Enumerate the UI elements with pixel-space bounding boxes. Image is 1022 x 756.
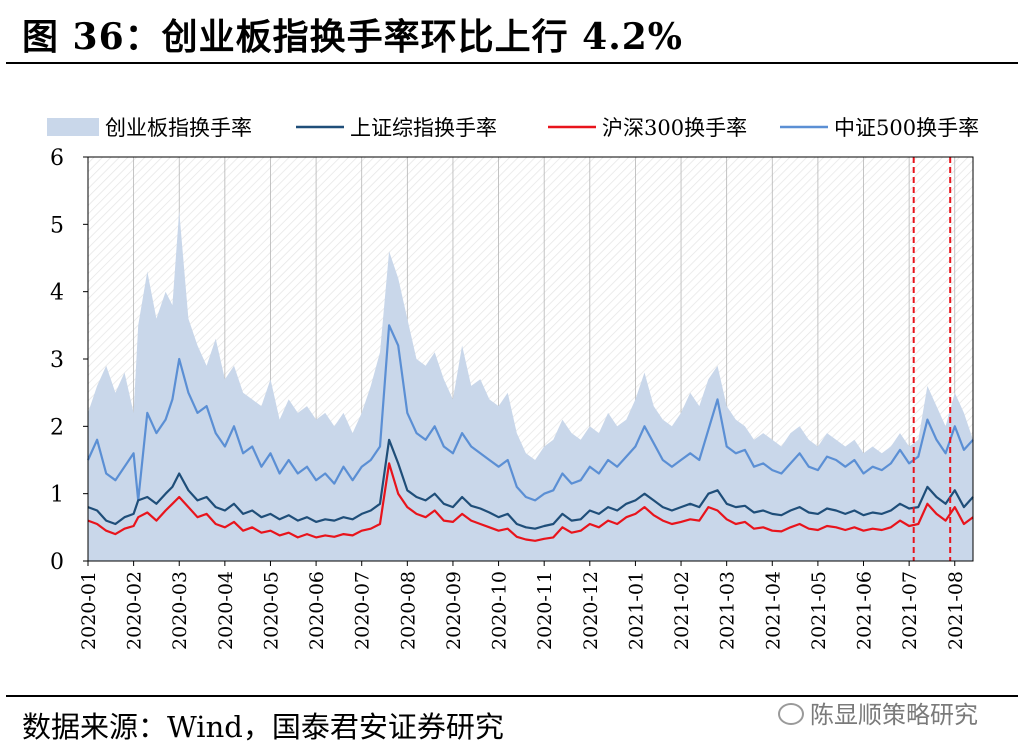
footer-divider — [6, 695, 1018, 697]
legend-swatch-area — [47, 118, 99, 136]
x-tick-label: 2020-01 — [78, 571, 100, 650]
y-tick-label: 6 — [50, 146, 64, 171]
legend-label: 上证综指换手率 — [350, 116, 497, 140]
x-tick-label: 2021-02 — [671, 571, 693, 650]
watermark-text: 陈显顺策略研究 — [810, 701, 978, 729]
x-tick-label: 2020-03 — [169, 571, 191, 650]
x-tick-label: 2020-08 — [397, 571, 419, 650]
y-tick-label: 2 — [50, 415, 64, 440]
y-tick-label: 4 — [50, 281, 64, 306]
x-tick-label: 2021-03 — [717, 571, 739, 650]
x-tick-label: 2021-08 — [945, 571, 967, 650]
series-line-sse — [87, 438, 974, 530]
series-area-chinext — [88, 210, 973, 561]
x-tick-label: 2020-11 — [534, 571, 556, 650]
y-tick-label: 0 — [50, 550, 64, 575]
x-tick-label: 2020-12 — [580, 571, 602, 650]
data-source: 数据来源：Wind，国泰君安证券研究 — [22, 710, 504, 744]
page-title: 图 36：创业板指换手率环比上行 4.2% — [22, 16, 684, 58]
y-axis: 0 1 2 3 4 5 6 — [50, 146, 88, 575]
x-tick-label: 2020-04 — [215, 571, 237, 650]
x-tick-label: 2021-07 — [899, 571, 921, 650]
series-line-hs300 — [87, 462, 974, 542]
title-divider — [6, 62, 1018, 64]
turnover-chart: 创业板指换手率 上证综指换手率 沪深300换手率 中证500换手率 0 1 2 3 4 5 6 2… — [47, 116, 979, 650]
legend-label: 沪深300换手率 — [602, 116, 747, 140]
legend-label: 创业板指换手率 — [105, 116, 252, 140]
chart-legend: 创业板指换手率 上证综指换手率 沪深300换手率 中证500换手率 — [47, 116, 979, 140]
watermark: 陈显顺策略研究 — [778, 695, 978, 730]
series-line-csi500 — [86, 324, 974, 502]
x-tick-label: 2021-04 — [762, 571, 784, 650]
x-tick-label: 2020-10 — [489, 571, 511, 650]
event-markers — [912, 157, 952, 561]
y-tick-label: 5 — [50, 213, 64, 238]
x-tick-label: 2020-05 — [260, 571, 282, 650]
x-tick-label: 2020-02 — [124, 571, 146, 650]
y-tick-label: 1 — [50, 483, 64, 508]
chart-series — [86, 210, 974, 561]
x-tick-label: 2020-09 — [443, 571, 465, 650]
wechat-icon — [778, 703, 804, 725]
x-tick-label: 2021-05 — [808, 571, 830, 650]
x-axis: 2020-01 2020-02 2020-03 2020-04 2020-05 2020-… — [78, 561, 967, 650]
x-tick-label: 2020-06 — [306, 571, 328, 650]
x-tick-label: 2020-07 — [352, 571, 374, 650]
legend-label: 中证500换手率 — [834, 116, 979, 140]
x-tick-label: 2021-01 — [625, 571, 647, 650]
y-tick-label: 3 — [50, 348, 64, 373]
x-tick-label: 2021-06 — [854, 571, 876, 650]
